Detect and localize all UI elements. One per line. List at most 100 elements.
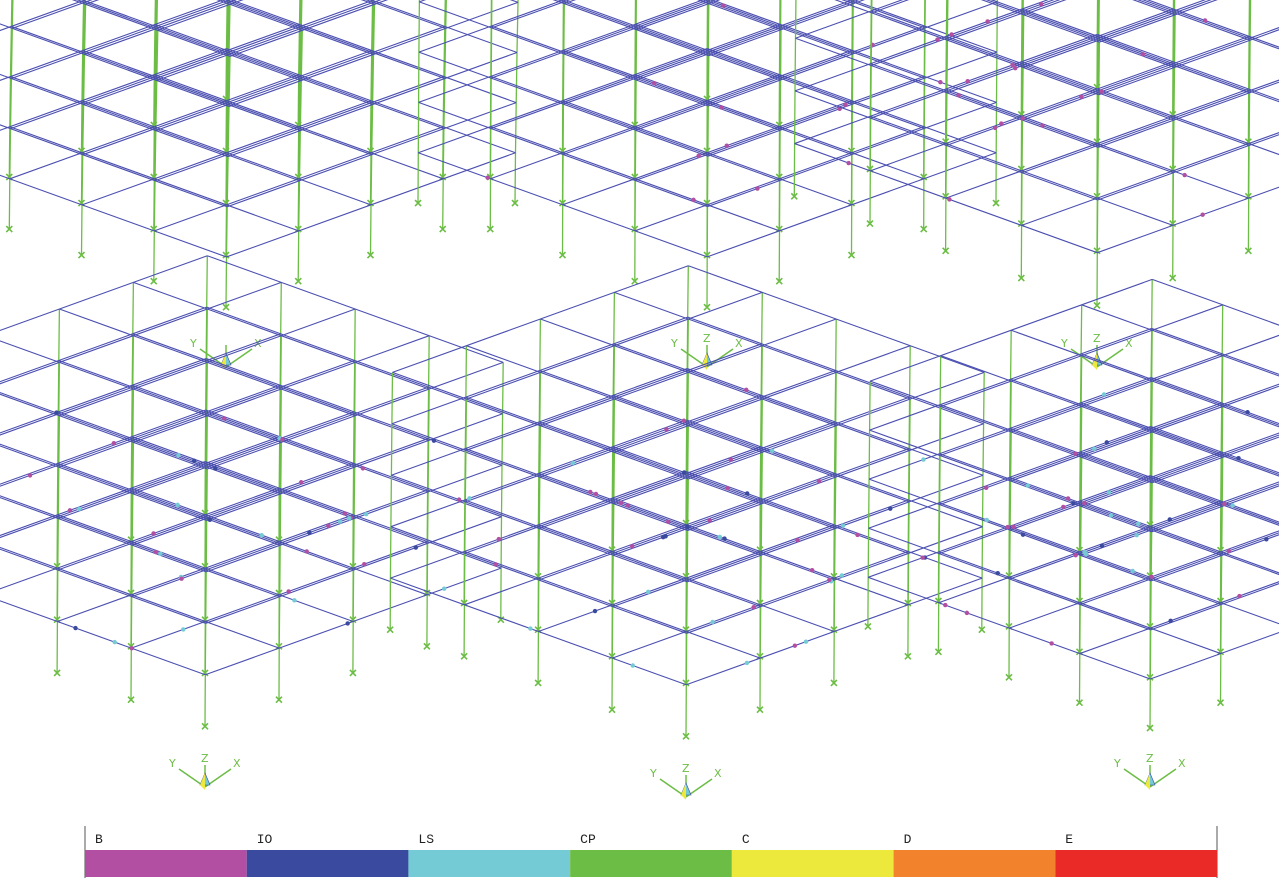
plastic-hinge	[1104, 440, 1109, 445]
support-icon	[294, 225, 302, 233]
plastic-hinge	[592, 608, 598, 614]
plastic-hinge	[1134, 533, 1139, 538]
plastic-hinge	[964, 610, 970, 616]
plastic-hinge	[286, 589, 291, 594]
column	[1219, 304, 1224, 551]
plastic-hinge	[191, 458, 197, 464]
plastic-hinge	[1200, 212, 1205, 217]
plastic-hinge	[1130, 568, 1135, 574]
legend-swatch	[893, 850, 1056, 877]
plastic-hinge	[691, 197, 696, 203]
beam	[131, 436, 428, 544]
support-icon	[631, 277, 639, 285]
plastic-hinge	[724, 143, 729, 148]
column	[514, 0, 519, 204]
support-icon	[904, 599, 912, 607]
beam	[0, 174, 227, 258]
axis-label-z: Z	[682, 762, 690, 775]
beam	[154, 23, 445, 130]
beam	[939, 453, 1222, 556]
beam	[12, 0, 93, 29]
legend-item-e: E	[1055, 832, 1217, 877]
beam	[0, 0, 229, 2]
beam	[1081, 304, 1279, 377]
beam	[1009, 525, 1279, 625]
plastic-hinge	[992, 125, 998, 131]
legend-label: D	[904, 832, 912, 847]
column	[1008, 330, 1012, 576]
plastic-hinge	[1020, 116, 1025, 121]
plastic-hinge	[360, 466, 366, 471]
plastic-hinge	[1230, 503, 1235, 508]
support-icon	[1169, 274, 1177, 282]
beam	[1009, 476, 1279, 576]
beam	[635, 23, 925, 129]
plastic-hinge	[696, 153, 701, 159]
plastic-hinge	[625, 503, 631, 508]
beam	[0, 281, 282, 385]
column	[1096, 0, 1099, 88]
column	[778, 0, 781, 125]
column	[80, 0, 86, 204]
plastic-hinge	[839, 573, 845, 578]
beam	[1141, 0, 1279, 50]
plastic-hinge	[840, 523, 846, 528]
beam	[945, 88, 1249, 199]
beam	[940, 355, 1223, 458]
beam	[687, 316, 984, 425]
beam	[1079, 451, 1279, 525]
column	[369, 4, 376, 256]
plastic-hinge	[1040, 123, 1045, 128]
plastic-hinge	[795, 537, 800, 543]
plastic-hinge	[1065, 496, 1071, 501]
beam	[794, 90, 1098, 201]
plastic-hinge	[67, 508, 73, 513]
column	[537, 318, 542, 577]
plastic-hinge	[347, 516, 352, 521]
plastic-hinge	[1005, 524, 1010, 530]
plastic-hinge	[1237, 593, 1242, 599]
plastic-hinge	[76, 506, 82, 512]
beam	[1151, 327, 1279, 375]
plastic-hinge	[630, 663, 636, 668]
plastic-hinge	[1025, 483, 1030, 488]
plastic-hinge	[1149, 574, 1154, 580]
plastic-hinge	[665, 519, 671, 524]
beam	[1009, 427, 1279, 526]
plastic-hinge	[1038, 2, 1044, 7]
beam	[688, 265, 985, 373]
beam	[869, 278, 1153, 382]
support-icon	[460, 652, 468, 660]
beam	[687, 423, 984, 531]
beam	[0, 600, 206, 676]
beam	[947, 0, 1061, 41]
beam	[1099, 0, 1218, 43]
beam	[710, 0, 997, 103]
column	[937, 355, 942, 602]
frame-model-3: X Y Z	[790, 0, 1279, 370]
column	[153, 0, 157, 125]
beam	[1010, 378, 1279, 477]
beam	[612, 497, 909, 606]
plastic-hinge	[816, 478, 822, 484]
column	[389, 372, 394, 630]
support-icon	[423, 642, 431, 650]
beam	[57, 462, 354, 571]
column	[793, 0, 797, 197]
beam	[563, 0, 853, 105]
axis-label-z: Z	[703, 332, 711, 345]
plastic-hinge	[921, 457, 926, 462]
beam	[539, 369, 836, 478]
column	[225, 0, 229, 152]
legend-item-io: IO	[246, 832, 409, 877]
support-icon	[756, 652, 764, 660]
column	[417, 0, 421, 204]
plastic-hinge	[129, 646, 134, 651]
beam	[419, 1, 709, 107]
beam	[686, 526, 983, 634]
beam	[539, 421, 836, 530]
support-icon	[366, 251, 375, 259]
beam	[697, 0, 782, 31]
support-icon	[790, 192, 798, 200]
support-icon	[608, 706, 616, 714]
